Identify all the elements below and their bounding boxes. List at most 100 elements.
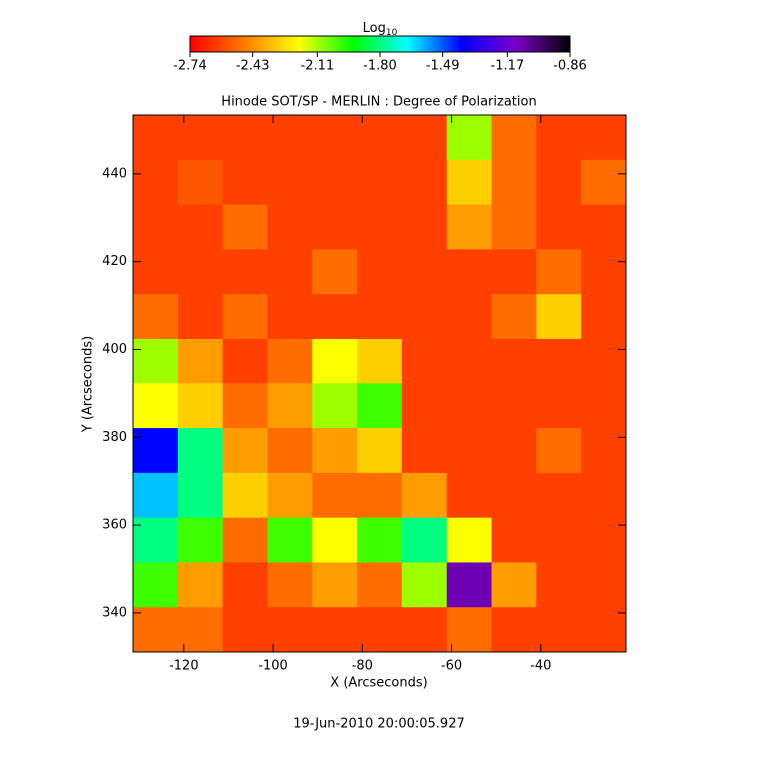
heatmap-cell xyxy=(536,383,582,429)
heatmap-cell xyxy=(491,517,537,563)
heatmap-cell xyxy=(312,159,358,206)
heatmap-cell xyxy=(132,607,179,653)
heatmap-cell xyxy=(132,472,179,519)
footer-timestamp: 19-Jun-2010 20:00:05.927 xyxy=(293,717,465,732)
heatmap-cell xyxy=(312,428,358,474)
heatmap-cell xyxy=(222,294,268,340)
y-tick-label: 400 xyxy=(102,342,127,357)
heatmap-cell xyxy=(401,428,448,474)
heatmap-cell xyxy=(312,472,358,519)
heatmap-cell xyxy=(177,562,224,608)
heatmap-cell xyxy=(401,472,448,519)
heatmap-cell xyxy=(357,472,403,519)
heatmap-cell xyxy=(536,338,582,385)
heatmap-cell xyxy=(581,383,627,429)
heatmap-cell xyxy=(177,428,224,474)
heatmap-cell xyxy=(446,159,493,206)
heatmap-cell xyxy=(401,249,448,295)
heatmap-cell xyxy=(491,472,537,519)
heatmap-cell xyxy=(312,249,358,295)
heatmap-cell xyxy=(536,472,582,519)
heatmap-cell xyxy=(357,249,403,295)
heatmap-cell xyxy=(491,383,537,429)
colorbar-tick-label: -2.74 xyxy=(173,59,207,74)
heatmap-cell xyxy=(132,115,179,161)
heatmap-cell xyxy=(312,294,358,340)
heatmap-cell xyxy=(312,517,358,563)
heatmap-cell xyxy=(267,115,313,161)
heatmap-cell xyxy=(491,159,537,206)
heatmap-cell xyxy=(446,115,493,161)
y-tick-label: 360 xyxy=(102,518,127,533)
heatmap-cell xyxy=(267,607,313,653)
heatmap-cell xyxy=(491,115,537,161)
heatmap-cell xyxy=(177,607,224,653)
heatmap-cell xyxy=(357,607,403,653)
heatmap-cell xyxy=(312,115,358,161)
y-tick-label: 340 xyxy=(102,605,127,620)
heatmap-cell xyxy=(312,562,358,608)
heatmap-cell xyxy=(536,249,582,295)
heatmap-cell xyxy=(357,294,403,340)
heatmap-cell xyxy=(491,294,537,340)
heatmap-cell xyxy=(581,115,627,161)
heatmap-cell xyxy=(536,159,582,206)
heatmap-cell xyxy=(177,204,224,250)
plot-frame xyxy=(132,114,627,653)
heatmap-cell xyxy=(536,204,582,250)
heatmap-cell xyxy=(222,115,268,161)
y-tick-label: 420 xyxy=(102,254,127,269)
heatmap-cell xyxy=(267,249,313,295)
heatmap-cell xyxy=(446,607,493,653)
heatmap-cell xyxy=(222,383,268,429)
heatmap-cell xyxy=(222,159,268,206)
heatmap-cell xyxy=(177,472,224,519)
heatmap-cell xyxy=(536,115,582,161)
heatmap-cell xyxy=(446,249,493,295)
heatmap-cell xyxy=(222,428,268,474)
heatmap-cell xyxy=(132,204,179,250)
heatmap-cell xyxy=(491,562,537,608)
heatmap-cell xyxy=(446,338,493,385)
heatmap-cell xyxy=(132,562,179,608)
heatmap-cell xyxy=(132,383,179,429)
colorbar-label-base: Log xyxy=(363,21,386,36)
heatmap-cell xyxy=(267,428,313,474)
heatmap-cell xyxy=(446,517,493,563)
x-tick-label: -80 xyxy=(352,659,373,674)
heatmap-cell xyxy=(132,294,179,340)
heatmap-cell xyxy=(132,517,179,563)
heatmap-cell xyxy=(581,338,627,385)
y-tick-label: 380 xyxy=(102,430,127,445)
heatmap-cell xyxy=(132,159,179,206)
heatmap-cell xyxy=(446,472,493,519)
heatmap-cell xyxy=(491,338,537,385)
heatmap-cell xyxy=(401,204,448,250)
x-tick-label: -100 xyxy=(258,659,288,674)
heatmap-cell xyxy=(446,428,493,474)
heatmap-cell xyxy=(132,428,179,474)
heatmap-cell xyxy=(357,562,403,608)
heatmap-cell xyxy=(312,383,358,429)
heatmap-cell xyxy=(177,294,224,340)
heatmap-cell xyxy=(581,159,627,206)
heatmap-cell xyxy=(491,249,537,295)
heatmap-cell xyxy=(581,204,627,250)
heatmap-cell xyxy=(222,204,268,250)
heatmap-cell xyxy=(222,607,268,653)
heatmap-cell xyxy=(132,338,179,385)
heatmap-cell xyxy=(536,428,582,474)
heatmap-cell xyxy=(491,607,537,653)
heatmap-cell xyxy=(581,562,627,608)
y-axis-label: Y (Arcseconds) xyxy=(81,336,96,433)
heatmap-cell xyxy=(401,383,448,429)
colorbar xyxy=(189,35,571,53)
chart-title: Hinode SOT/SP - MERLIN : Degree of Polar… xyxy=(221,95,536,110)
heatmap-cell xyxy=(222,517,268,563)
heatmap-cell xyxy=(581,607,627,653)
heatmap-cell xyxy=(401,562,448,608)
colorbar-tick-label: -1.17 xyxy=(491,59,525,74)
heatmap-cell xyxy=(177,249,224,295)
heatmap-cell xyxy=(401,115,448,161)
